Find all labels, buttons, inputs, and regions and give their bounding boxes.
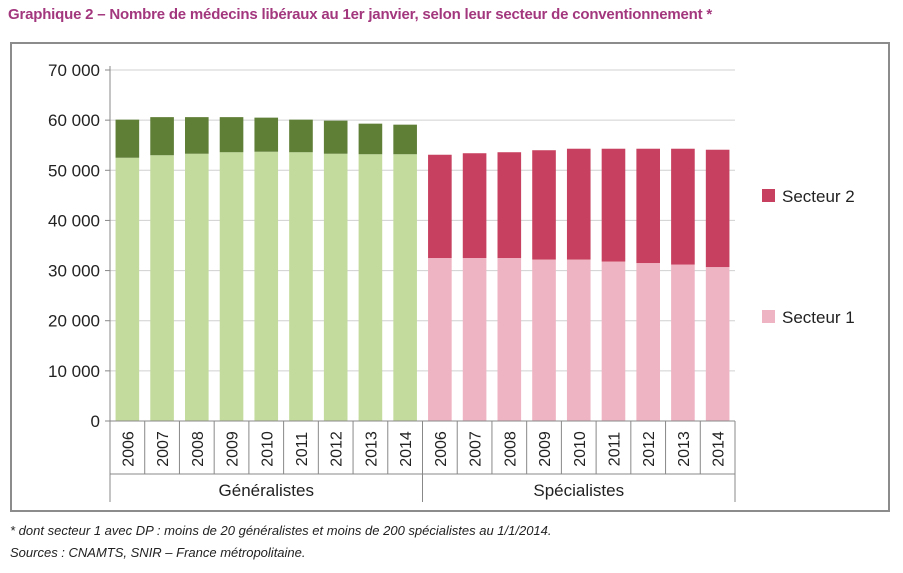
bar-secteur-2 — [393, 124, 417, 155]
x-tick-label: 2010 — [259, 431, 276, 467]
bar-secteur-1 — [219, 152, 244, 421]
bar-secteur-1 — [601, 261, 626, 421]
x-tick-label: 2006 — [120, 431, 137, 467]
bar-secteur-2 — [150, 117, 174, 156]
legend-swatch — [762, 310, 775, 323]
bar-secteur-2 — [636, 148, 660, 264]
bar-secteur-1 — [705, 267, 730, 421]
bar-secteur-2 — [254, 117, 279, 152]
bar-secteur-2 — [289, 119, 313, 153]
y-tick-label: 10 000 — [48, 362, 100, 381]
footnote: * dont secteur 1 avec DP : moins de 20 g… — [10, 523, 552, 538]
x-tick-label: 2009 — [537, 431, 554, 467]
y-tick-label: 50 000 — [48, 161, 100, 180]
x-tick-label: 2012 — [329, 431, 346, 467]
bar-secteur-2 — [219, 117, 244, 153]
bar-secteur-1 — [497, 258, 522, 421]
bar-secteur-1 — [323, 153, 348, 421]
sources-note: Sources : CNAMTS, SNIR – France métropol… — [10, 545, 306, 560]
bar-secteur-2 — [358, 123, 383, 155]
legend-label: Secteur 2 — [782, 187, 855, 206]
stacked-bar-chart: 0 10 000 20 000 30 000 40 000 50 000 60 000 70 … — [48, 61, 855, 502]
bar-secteur-2 — [497, 152, 522, 259]
bar-secteur-1 — [671, 264, 695, 421]
bar-secteur-1 — [358, 154, 383, 421]
bar-secteur-1 — [150, 155, 174, 421]
bar-secteur-2 — [671, 148, 695, 265]
bar-secteur-2 — [185, 117, 209, 154]
x-tick-label: 2006 — [433, 431, 450, 467]
bar-secteur-2 — [532, 150, 556, 260]
y-tick-label: 70 000 — [48, 61, 100, 80]
bar-secteur-1 — [115, 157, 140, 421]
x-tick-label: 2014 — [398, 431, 415, 467]
bar-secteur-1 — [566, 259, 591, 421]
x-tick-label: 2008 — [190, 431, 207, 467]
x-tick-label: 2010 — [572, 431, 589, 467]
y-tick-label: 40 000 — [48, 211, 100, 230]
y-tick-label: 60 000 — [48, 111, 100, 130]
x-tick-label: 2014 — [711, 431, 728, 467]
bar-secteur-1 — [254, 151, 279, 421]
x-tick-label: 2009 — [225, 431, 242, 467]
bar-secteur-1 — [428, 258, 452, 421]
chart-frame: 0 10 000 20 000 30 000 40 000 50 000 60 000 70 … — [10, 42, 890, 512]
group-label: Spécialistes — [533, 481, 624, 500]
bar-secteur-2 — [566, 148, 591, 260]
bar-secteur-1 — [185, 153, 209, 421]
bar-secteur-1 — [636, 263, 660, 421]
x-tick-label: 2011 — [606, 432, 623, 467]
y-tick-label: 30 000 — [48, 262, 100, 281]
bar-secteur-2 — [462, 153, 487, 259]
x-tick-label: 2008 — [502, 431, 519, 467]
bar-secteur-2 — [428, 154, 452, 259]
legend-swatch — [762, 189, 775, 202]
x-tick-label: 2011 — [294, 432, 311, 467]
bar-secteur-2 — [323, 120, 348, 154]
bar-secteur-2 — [115, 119, 140, 158]
bar-secteur-2 — [601, 148, 626, 262]
x-tick-label: 2012 — [641, 431, 658, 467]
bar-secteur-1 — [532, 259, 556, 421]
y-tick-label: 0 — [91, 412, 100, 431]
bar-secteur-1 — [462, 258, 487, 421]
x-tick-label: 2007 — [468, 431, 485, 467]
chart-title: Graphique 2 – Nombre de médecins libérau… — [8, 6, 712, 23]
legend-label: Secteur 1 — [782, 308, 855, 327]
x-tick-label: 2007 — [155, 431, 172, 467]
x-tick-label: 2013 — [363, 431, 380, 467]
group-label: Généralistes — [219, 481, 314, 500]
bar-secteur-2 — [705, 149, 730, 268]
x-tick-label: 2013 — [676, 431, 693, 467]
y-tick-label: 20 000 — [48, 312, 100, 331]
bar-secteur-1 — [289, 152, 313, 421]
bar-secteur-1 — [393, 154, 417, 421]
